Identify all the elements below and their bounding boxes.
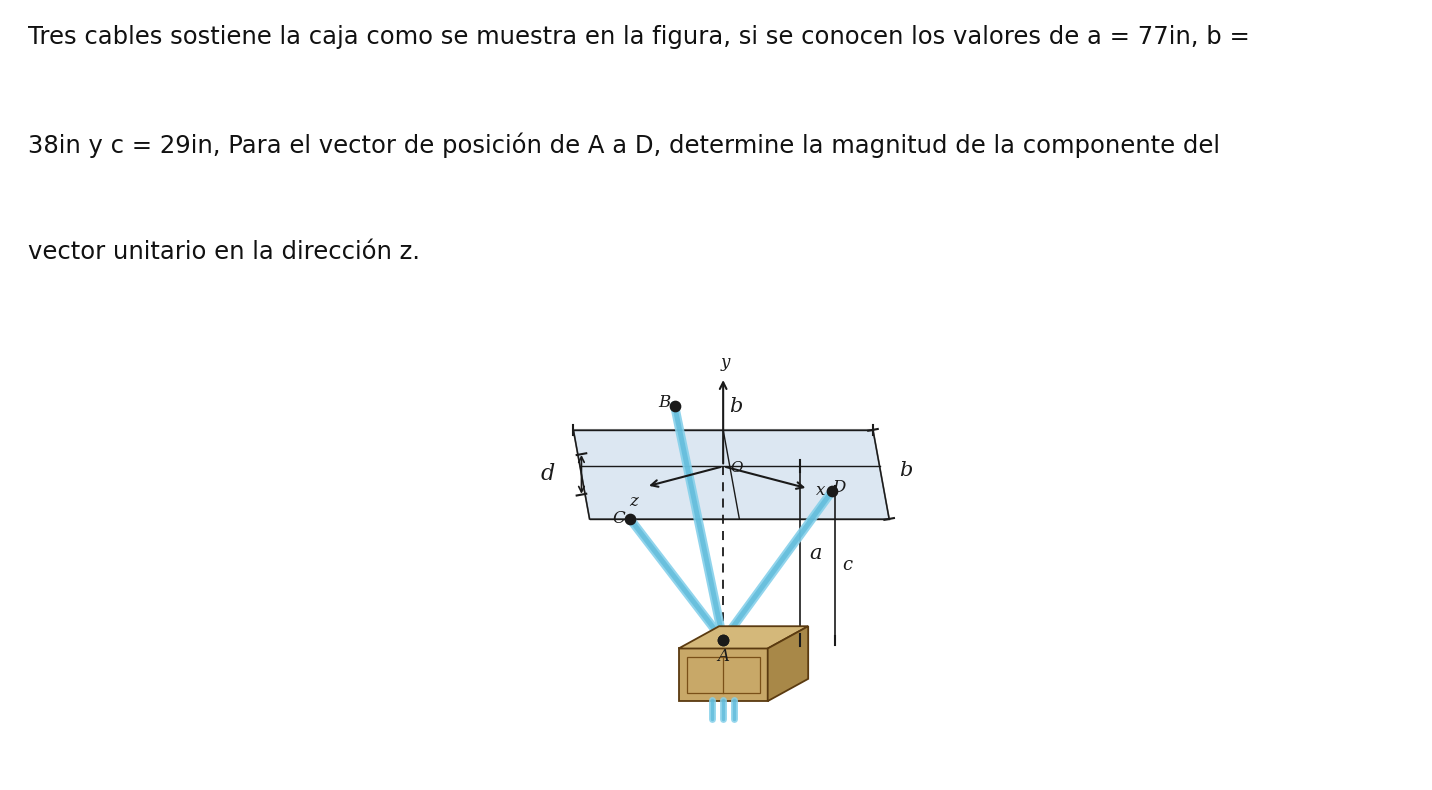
Text: D: D [832, 479, 845, 496]
Polygon shape [768, 626, 808, 702]
Polygon shape [573, 430, 889, 519]
Text: y: y [720, 354, 730, 371]
Point [712, 634, 735, 647]
Text: Tres cables sostiene la caja como se muestra en la figura, si se conocen los val: Tres cables sostiene la caja como se mue… [29, 25, 1250, 49]
Point [619, 513, 642, 525]
Text: b: b [899, 461, 912, 480]
Text: vector unitario en la dirección z.: vector unitario en la dirección z. [29, 240, 421, 264]
Text: b: b [729, 397, 742, 416]
Text: a: a [809, 544, 822, 562]
Text: z: z [630, 493, 639, 510]
Text: A: A [717, 648, 729, 665]
Point [712, 634, 735, 647]
Text: c: c [842, 556, 852, 574]
Text: C: C [613, 510, 626, 528]
Polygon shape [679, 626, 808, 649]
Text: O: O [730, 461, 743, 476]
Point [663, 399, 686, 412]
Polygon shape [679, 649, 768, 702]
Text: d: d [541, 464, 556, 485]
Text: B: B [659, 394, 670, 411]
Text: 38in y c = 29in, Para el vector de posición de A a D, determine la magnitud de l: 38in y c = 29in, Para el vector de posic… [29, 133, 1220, 158]
Text: x: x [816, 482, 826, 499]
Point [821, 484, 843, 497]
